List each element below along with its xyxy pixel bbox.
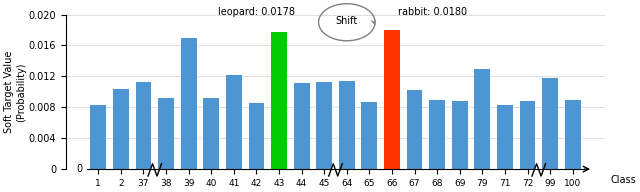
Bar	[158, 98, 174, 169]
Bar	[248, 103, 264, 169]
Y-axis label: Soft Target Value
(Probability): Soft Target Value (Probability)	[4, 51, 26, 133]
Bar	[294, 83, 310, 169]
Bar	[316, 82, 332, 169]
Bar	[136, 82, 152, 169]
Bar	[271, 31, 287, 169]
Bar	[180, 38, 196, 169]
Bar	[113, 89, 129, 169]
Bar	[542, 78, 558, 169]
Bar	[474, 69, 490, 169]
Bar	[429, 99, 445, 169]
Bar	[90, 105, 106, 169]
Bar	[339, 81, 355, 169]
Bar	[564, 99, 580, 169]
Text: leopard: 0.0178: leopard: 0.0178	[218, 7, 295, 17]
Bar	[204, 98, 219, 169]
Text: Shift: Shift	[335, 16, 358, 26]
Bar	[406, 90, 422, 169]
Bar	[226, 75, 242, 169]
Text: rabbit: 0.0180: rabbit: 0.0180	[398, 7, 467, 17]
Text: Class: Class	[611, 175, 636, 185]
Bar	[384, 30, 400, 169]
Bar	[452, 101, 468, 169]
Bar	[362, 102, 378, 169]
Text: 0: 0	[76, 164, 83, 174]
Bar	[497, 105, 513, 169]
Bar	[520, 101, 536, 169]
